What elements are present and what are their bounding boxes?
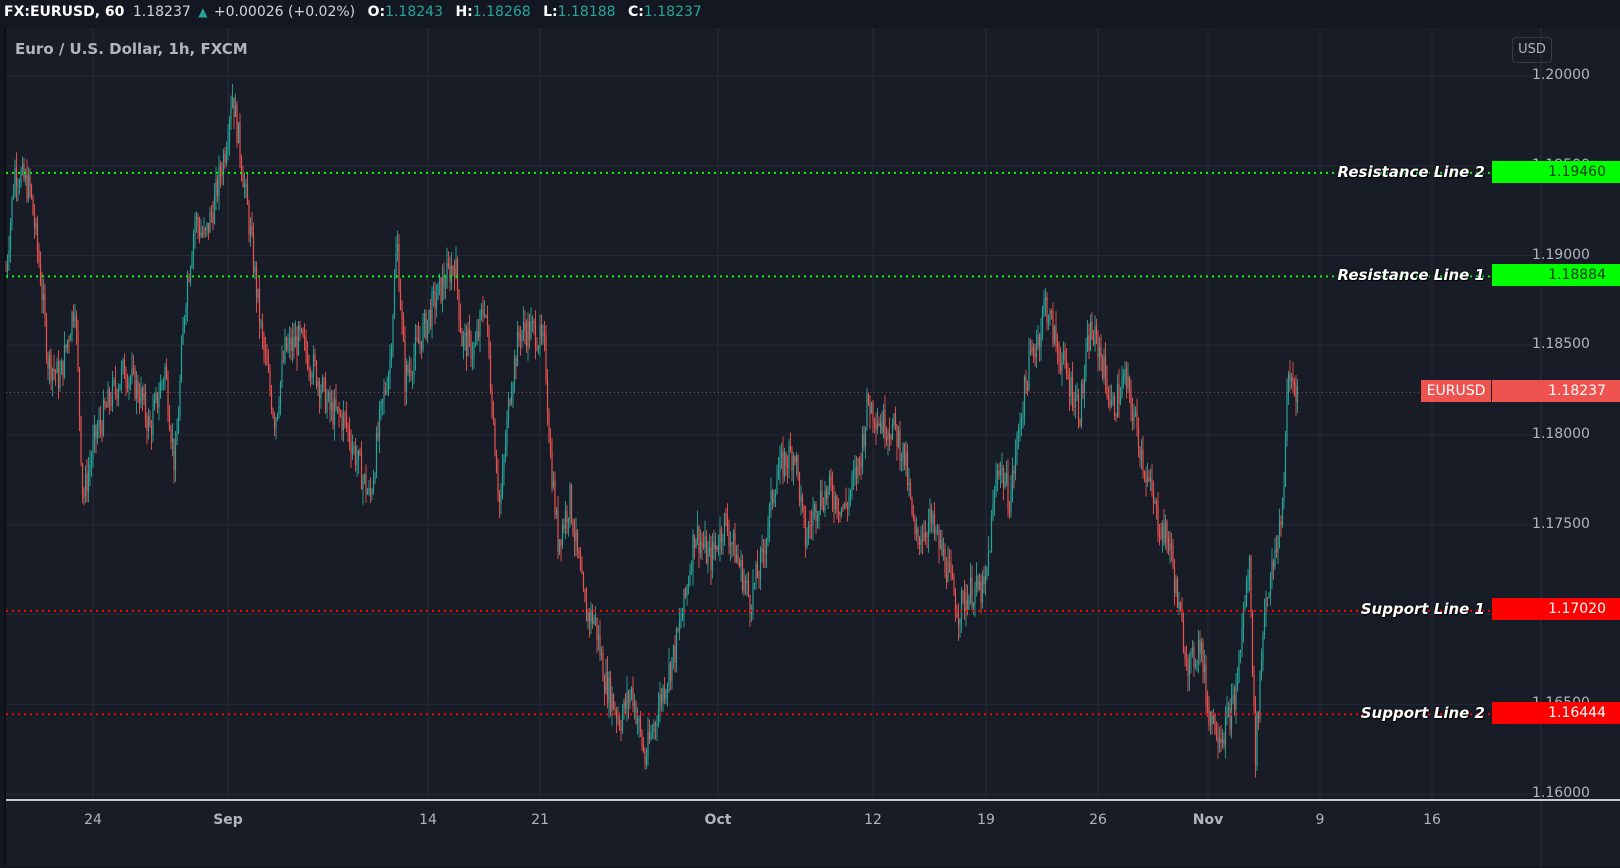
time-tick: Oct: [704, 812, 732, 828]
support-line-2-badge: 1.16444: [1492, 702, 1620, 724]
chart-pane[interactable]: [4, 28, 1620, 866]
price-tick: 1.16000: [1532, 785, 1590, 801]
triangle-up-icon: ▲: [198, 5, 208, 19]
resistance-line-1-badge: 1.18884: [1492, 264, 1620, 286]
candles: [5, 83, 1299, 778]
time-tick: 26: [1089, 812, 1107, 828]
series-legend[interactable]: Euro / U.S. Dollar, 1h, FXCM: [15, 40, 248, 58]
close-value: 1.18237: [643, 4, 702, 20]
high-label: H:: [455, 4, 473, 20]
support-line-2-label[interactable]: Support Line 2: [1360, 704, 1485, 722]
time-tick: 12: [864, 812, 882, 828]
resistance-line-1-label[interactable]: Resistance Line 1: [1337, 266, 1485, 284]
time-tick: 16: [1423, 812, 1441, 828]
time-tick: 9: [1315, 812, 1325, 828]
resistance-line-2-badge: 1.19460: [1492, 161, 1620, 183]
price-tick: 1.18000: [1532, 426, 1590, 442]
symbol-label[interactable]: FX:EURUSD, 60: [4, 4, 125, 20]
symbol-header: FX:EURUSD, 60 1.18237 ▲ +0.00026 (+0.02%…: [0, 0, 1620, 26]
time-tick: 21: [531, 812, 549, 828]
current-price-badge: 1.18237: [1492, 380, 1620, 402]
support-line-1-label[interactable]: Support Line 1: [1360, 600, 1485, 618]
price-tick: 1.17500: [1532, 516, 1590, 532]
time-tick: Sep: [213, 812, 243, 828]
support-line-1-badge: 1.17020: [1492, 598, 1620, 620]
price-change: +0.00026 (+0.02%): [213, 4, 356, 20]
time-tick: 24: [84, 812, 102, 828]
price-tick: 1.18500: [1532, 336, 1590, 352]
close-label: C:: [628, 4, 644, 20]
price-tick: 1.19000: [1532, 247, 1590, 263]
time-tick: 14: [419, 812, 437, 828]
last-price: 1.18237: [132, 4, 191, 20]
high-value: 1.18268: [472, 4, 531, 20]
resistance-line-2-label[interactable]: Resistance Line 2: [1337, 163, 1485, 181]
currency-button[interactable]: USD: [1512, 37, 1552, 63]
level-lines: [6, 171, 1541, 716]
time-tick: 19: [977, 812, 995, 828]
open-label: O:: [367, 4, 386, 20]
price-tick: 1.20000: [1532, 67, 1590, 83]
grid-lines: [6, 28, 1542, 868]
open-value: 1.18243: [385, 4, 443, 20]
low-value: 1.18188: [557, 4, 616, 20]
current-symbol-badge: EURUSD: [1421, 380, 1491, 402]
low-label: L:: [543, 4, 558, 20]
time-tick: Nov: [1192, 812, 1224, 828]
